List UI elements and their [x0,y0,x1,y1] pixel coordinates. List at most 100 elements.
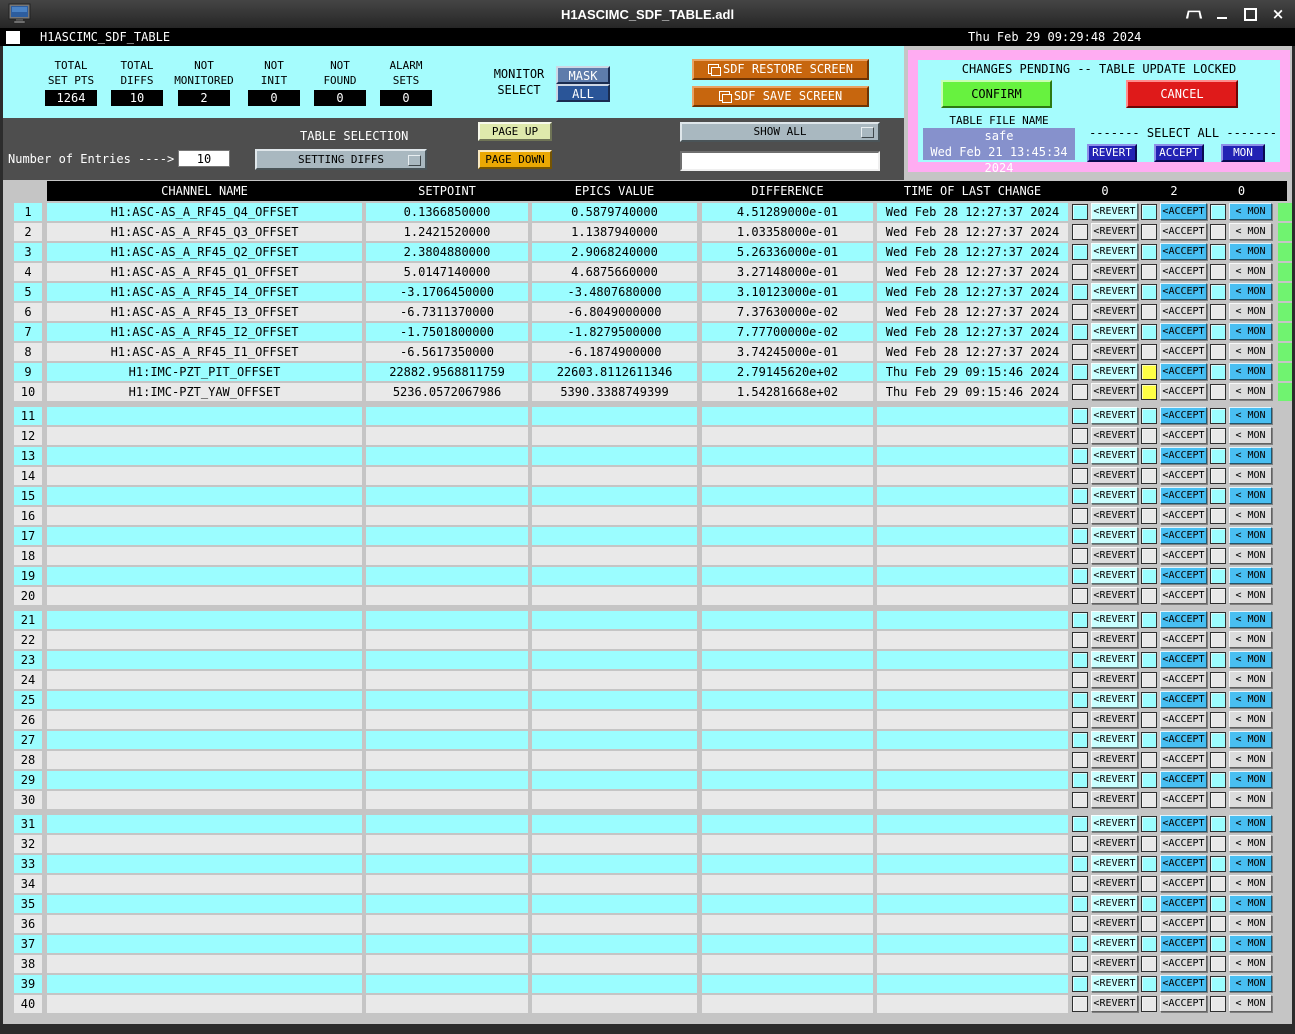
mon-button[interactable]: < MON [1229,955,1272,972]
revert-button[interactable]: <REVERT [1091,487,1138,504]
revert-checkbox[interactable] [1072,204,1088,220]
accept-button[interactable]: <ACCEPT [1160,407,1207,424]
revert-button[interactable]: <REVERT [1091,427,1138,444]
mon-checkbox[interactable] [1210,408,1226,424]
revert-checkbox[interactable] [1072,712,1088,728]
revert-checkbox[interactable] [1072,448,1088,464]
revert-button[interactable]: <REVERT [1091,855,1138,872]
accept-checkbox[interactable] [1141,936,1157,952]
mon-checkbox[interactable] [1210,588,1226,604]
revert-button[interactable]: <REVERT [1091,995,1138,1012]
mon-button[interactable]: < MON [1229,875,1272,892]
revert-button[interactable]: <REVERT [1091,283,1138,300]
accept-button[interactable]: <ACCEPT [1160,791,1207,808]
mon-button[interactable]: < MON [1229,751,1272,768]
mon-button[interactable]: < MON [1229,527,1272,544]
revert-checkbox[interactable] [1072,692,1088,708]
mon-button[interactable]: < MON [1229,815,1272,832]
mon-checkbox[interactable] [1210,672,1226,688]
mon-button[interactable]: < MON [1229,547,1272,564]
mon-button[interactable]: < MON [1229,447,1272,464]
accept-checkbox[interactable] [1141,712,1157,728]
accept-checkbox[interactable] [1141,976,1157,992]
revert-checkbox[interactable] [1072,996,1088,1012]
revert-button[interactable]: <REVERT [1091,711,1138,728]
revert-checkbox[interactable] [1072,612,1088,628]
accept-button[interactable]: <ACCEPT [1160,751,1207,768]
mon-checkbox[interactable] [1210,244,1226,260]
mon-button[interactable]: < MON [1229,631,1272,648]
accept-checkbox[interactable] [1141,304,1157,320]
revert-button[interactable]: <REVERT [1091,751,1138,768]
mon-checkbox[interactable] [1210,548,1226,564]
revert-button[interactable]: <REVERT [1091,611,1138,628]
mon-button[interactable]: < MON [1229,203,1272,220]
mon-button[interactable]: < MON [1229,243,1272,260]
accept-checkbox[interactable] [1141,792,1157,808]
mon-checkbox[interactable] [1210,568,1226,584]
select-all-accept-button[interactable]: ACCEPT [1154,144,1204,162]
mon-checkbox[interactable] [1210,792,1226,808]
accept-checkbox[interactable] [1141,448,1157,464]
mon-button[interactable]: < MON [1229,895,1272,912]
mon-button[interactable]: < MON [1229,303,1272,320]
accept-button[interactable]: <ACCEPT [1160,263,1207,280]
accept-checkbox[interactable] [1141,632,1157,648]
accept-button[interactable]: <ACCEPT [1160,855,1207,872]
revert-checkbox[interactable] [1072,652,1088,668]
accept-checkbox[interactable] [1141,468,1157,484]
accept-button[interactable]: <ACCEPT [1160,691,1207,708]
revert-button[interactable]: <REVERT [1091,671,1138,688]
mon-checkbox[interactable] [1210,692,1226,708]
confirm-button[interactable]: CONFIRM [941,80,1052,108]
accept-button[interactable]: <ACCEPT [1160,323,1207,340]
revert-checkbox[interactable] [1072,632,1088,648]
minimize-button[interactable] [1213,5,1231,23]
accept-checkbox[interactable] [1141,896,1157,912]
mon-button[interactable]: < MON [1229,975,1272,992]
close-button[interactable]: × [1271,5,1285,23]
accept-button[interactable]: <ACCEPT [1160,611,1207,628]
revert-button[interactable]: <REVERT [1091,875,1138,892]
mon-button[interactable]: < MON [1229,995,1272,1012]
revert-button[interactable]: <REVERT [1091,263,1138,280]
mon-checkbox[interactable] [1210,836,1226,852]
mon-button[interactable]: < MON [1229,567,1272,584]
accept-checkbox[interactable] [1141,732,1157,748]
accept-checkbox[interactable] [1141,548,1157,564]
accept-button[interactable]: <ACCEPT [1160,447,1207,464]
accept-button[interactable]: <ACCEPT [1160,815,1207,832]
number-of-entries-input[interactable]: 10 [178,150,230,167]
accept-checkbox[interactable] [1141,752,1157,768]
mon-checkbox[interactable] [1210,324,1226,340]
accept-button[interactable]: <ACCEPT [1160,915,1207,932]
revert-button[interactable]: <REVERT [1091,383,1138,400]
mon-checkbox[interactable] [1210,856,1226,872]
mon-button[interactable]: < MON [1229,691,1272,708]
revert-checkbox[interactable] [1072,468,1088,484]
accept-button[interactable]: <ACCEPT [1160,343,1207,360]
mon-button[interactable]: < MON [1229,915,1272,932]
revert-button[interactable]: <REVERT [1091,587,1138,604]
mon-checkbox[interactable] [1210,956,1226,972]
revert-checkbox[interactable] [1072,284,1088,300]
revert-checkbox[interactable] [1072,244,1088,260]
accept-button[interactable]: <ACCEPT [1160,567,1207,584]
channel-filter-input[interactable] [680,151,880,171]
revert-button[interactable]: <REVERT [1091,791,1138,808]
accept-button[interactable]: <ACCEPT [1160,631,1207,648]
revert-button[interactable]: <REVERT [1091,651,1138,668]
accept-button[interactable]: <ACCEPT [1160,203,1207,220]
mon-checkbox[interactable] [1210,816,1226,832]
revert-button[interactable]: <REVERT [1091,243,1138,260]
revert-checkbox[interactable] [1072,772,1088,788]
accept-button[interactable]: <ACCEPT [1160,547,1207,564]
accept-checkbox[interactable] [1141,876,1157,892]
cancel-button[interactable]: CANCEL [1126,80,1238,108]
sdf-restore-screen-button[interactable]: SDF RESTORE SCREEN [692,59,869,80]
revert-button[interactable]: <REVERT [1091,547,1138,564]
accept-button[interactable]: <ACCEPT [1160,731,1207,748]
revert-checkbox[interactable] [1072,408,1088,424]
mon-button[interactable]: < MON [1229,427,1272,444]
mon-button[interactable]: < MON [1229,651,1272,668]
